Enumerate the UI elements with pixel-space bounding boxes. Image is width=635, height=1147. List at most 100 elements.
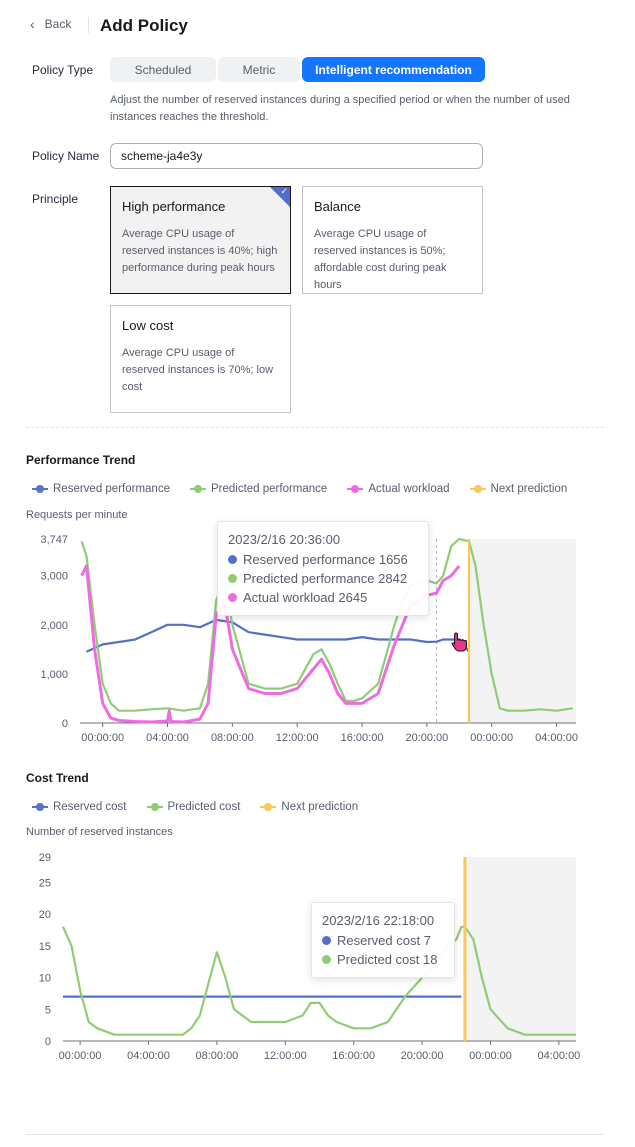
x-tick-label: 00:00:00 <box>469 1050 512 1062</box>
x-tick-label: 12:00:00 <box>264 1050 307 1062</box>
series-line-predicted-performance <box>80 537 573 712</box>
card-title: Low cost <box>122 318 174 333</box>
forecast-region <box>469 539 576 723</box>
y-tick-label: 3,747 <box>40 534 68 546</box>
y-tick-label: 10 <box>39 973 51 985</box>
policy-name-input[interactable] <box>110 143 483 169</box>
series-dot-icon <box>228 555 237 564</box>
card-description: Average CPU usage of reserved instances … <box>122 347 274 393</box>
series-dot-icon <box>228 593 237 602</box>
cost-trend-title: Cost Trend <box>26 771 89 785</box>
series-line-predicted-cost <box>61 925 576 1036</box>
legend-reserved-performance[interactable]: Reserved performance <box>32 483 170 495</box>
hand-pointer-icon <box>451 632 467 652</box>
y-tick-label: 15 <box>39 941 51 953</box>
card-title: Balance <box>314 199 361 214</box>
principle-label: Principle <box>32 192 79 206</box>
page-title: Add Policy <box>100 16 188 35</box>
principle-card-balance[interactable]: Balance Average CPU usage of reserved in… <box>302 186 483 294</box>
legend-label: Reserved cost <box>53 801 127 813</box>
policy-type-description: Adjust the number of reserved instances … <box>110 94 570 123</box>
tooltip-row: Reserved performance 1656 <box>228 550 418 569</box>
x-tick-label: 08:00:00 <box>195 1050 238 1062</box>
principle-card-high-performance[interactable]: ✓ High performance Average CPU usage of … <box>110 186 291 294</box>
performance-tooltip: 2023/2/16 20:36:00 Reserved performance … <box>217 521 429 616</box>
cost-legend: Reserved cost Predicted cost Next predic… <box>32 801 358 813</box>
x-tick-label: 04:00:00 <box>146 732 189 744</box>
legend-predicted-performance[interactable]: Predicted performance <box>189 483 328 495</box>
bottom-divider <box>26 1134 604 1135</box>
page-header: ‹ Back Add Policy <box>0 0 635 50</box>
y-tick-label: 0 <box>62 718 68 730</box>
series-dot-icon <box>228 574 237 583</box>
tooltip-time: 2023/2/16 20:36:00 <box>228 532 341 547</box>
principle-card-low-cost[interactable]: Low cost Average CPU usage of reserved i… <box>110 305 291 413</box>
cost-chart[interactable]: 0 5 10 15 20 25 29 00:00:00 04:00:00 08:00:00 12:0… <box>0 845 635 1070</box>
tooltip-row: Reserved cost 7 <box>322 931 444 950</box>
series-dot-icon <box>322 955 331 964</box>
legend-actual-workload[interactable]: Actual workload <box>347 483 450 495</box>
tooltip-value: Predicted performance 2842 <box>243 571 408 586</box>
y-tick-label: 29 <box>39 852 51 864</box>
y-tick-label: 3,000 <box>40 571 68 583</box>
cost-y-axis-title: Number of reserved instances <box>26 826 173 838</box>
card-title: High performance <box>122 199 226 214</box>
x-tick-label: 16:00:00 <box>341 732 384 744</box>
selected-corner-icon <box>270 187 290 207</box>
x-tick-label: 04:00:00 <box>537 1050 580 1062</box>
tooltip-value: Reserved performance 1656 <box>243 552 408 567</box>
card-description: Average CPU usage of reserved instances … <box>122 228 278 274</box>
x-tick-label: 04:00:00 <box>535 732 578 744</box>
x-tick-label: 00:00:00 <box>470 732 513 744</box>
forecast-region <box>464 857 576 1041</box>
performance-chart[interactable]: 0 1,000 2,000 3,000 3,747 00:00:00 04:00:00 08:… <box>0 525 635 750</box>
tooltip-row: Predicted cost 18 <box>322 950 444 969</box>
x-tick-label: 08:00:00 <box>211 732 254 744</box>
performance-trend-title: Performance Trend <box>26 453 136 467</box>
back-button[interactable]: ‹ Back <box>30 16 71 32</box>
series-line-reserved-performance <box>86 618 470 653</box>
x-tick-label: 04:00:00 <box>127 1050 170 1062</box>
legend-label: Reserved performance <box>53 483 170 495</box>
series-line-actual-workload <box>80 564 461 724</box>
y-tick-label: 1,000 <box>40 669 68 681</box>
policy-name-label: Policy Name <box>32 149 100 163</box>
x-tick-label: 16:00:00 <box>332 1050 375 1062</box>
header-divider <box>88 17 89 33</box>
legend-label: Next prediction <box>490 483 568 495</box>
y-tick-label: 25 <box>39 877 51 889</box>
x-tick-label: 00:00:00 <box>59 1050 102 1062</box>
legend-label: Predicted cost <box>167 801 241 813</box>
legend-label: Actual workload <box>368 483 450 495</box>
performance-legend: Reserved performance Predicted performan… <box>32 483 567 495</box>
y-tick-label: 2,000 <box>40 620 68 632</box>
x-tick-label: 12:00:00 <box>276 732 319 744</box>
tooltip-value: Actual workload 2645 <box>243 590 368 605</box>
policy-type-label: Policy Type <box>32 63 94 77</box>
legend-next-prediction[interactable]: Next prediction <box>260 801 358 813</box>
y-tick-label: 5 <box>45 1004 51 1016</box>
tooltip-value: Reserved cost 7 <box>337 933 431 948</box>
tooltip-time: 2023/2/16 22:18:00 <box>322 913 435 928</box>
cost-tooltip: 2023/2/16 22:18:00 Reserved cost 7 Predi… <box>311 902 455 978</box>
policy-type-intelligent[interactable]: Intelligent recommendation <box>302 57 485 82</box>
tooltip-value: Predicted cost 18 <box>337 952 438 967</box>
card-description: Average CPU usage of reserved instances … <box>314 228 447 291</box>
series-dot-icon <box>322 936 331 945</box>
check-icon: ✓ <box>280 186 288 196</box>
policy-type-scheduled[interactable]: Scheduled <box>110 57 216 82</box>
x-tick-label: 20:00:00 <box>401 1050 444 1062</box>
section-divider <box>26 427 604 428</box>
tooltip-row: Actual workload 2645 <box>228 588 418 607</box>
y-tick-label: 20 <box>39 909 51 921</box>
legend-label: Predicted performance <box>210 483 328 495</box>
back-label: Back <box>44 17 72 31</box>
performance-y-axis-title: Requests per minute <box>26 509 128 521</box>
y-tick-label: 0 <box>45 1036 51 1048</box>
legend-next-prediction[interactable]: Next prediction <box>469 483 568 495</box>
legend-predicted-cost[interactable]: Predicted cost <box>146 801 241 813</box>
policy-type-metric[interactable]: Metric <box>218 57 300 82</box>
legend-reserved-cost[interactable]: Reserved cost <box>32 801 127 813</box>
tooltip-row: Predicted performance 2842 <box>228 569 418 588</box>
chevron-left-icon: ‹ <box>30 16 35 32</box>
